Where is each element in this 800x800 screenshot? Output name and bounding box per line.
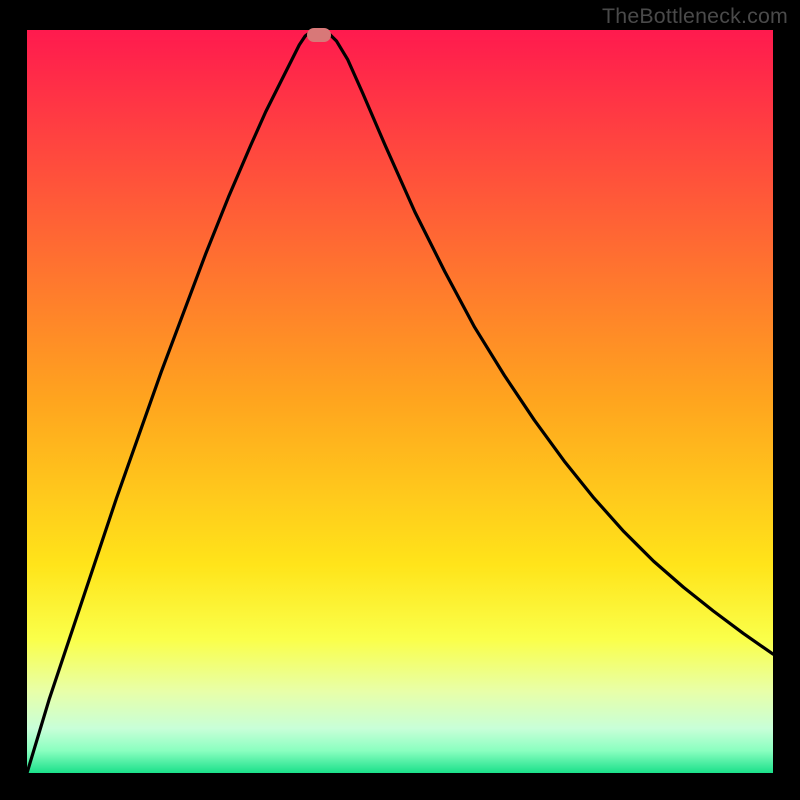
bottleneck-curve	[27, 30, 773, 773]
minimum-marker	[307, 28, 331, 42]
chart-frame: TheBottleneck.com	[0, 0, 800, 800]
plot-area	[27, 30, 773, 773]
curve-svg	[27, 30, 773, 773]
watermark-text: TheBottleneck.com	[602, 4, 788, 29]
